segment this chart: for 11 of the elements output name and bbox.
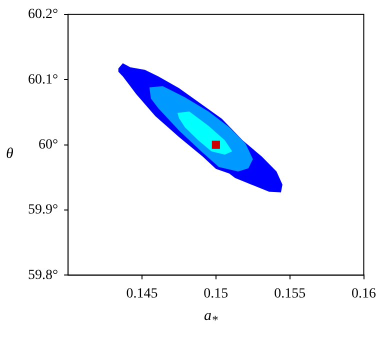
- x-tick-label: 0.145: [126, 286, 158, 302]
- x-tick-label: 0.155: [274, 286, 306, 302]
- x-tick-label: 0.16: [352, 286, 376, 302]
- y-tick-label: 60.2°: [28, 7, 58, 22]
- x-axis-title: a$_{*}$: [204, 308, 218, 328]
- y-tick-label: 60°: [38, 137, 58, 152]
- x-tick-label: 0.15: [204, 286, 228, 302]
- y-tick-label: 60.1°: [28, 72, 58, 88]
- y-tick-label: 59.8°: [28, 268, 58, 283]
- y-axis-title: θ: [6, 146, 14, 163]
- y-tick-label: 59.9°: [28, 202, 58, 218]
